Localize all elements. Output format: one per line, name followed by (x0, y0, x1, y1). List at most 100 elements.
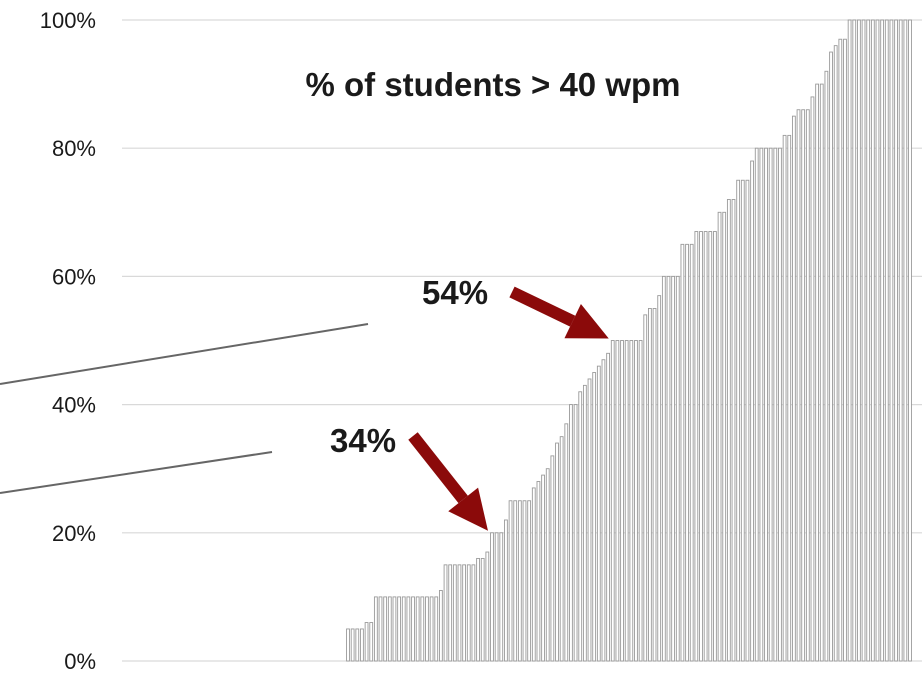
bar (536, 481, 541, 662)
bar (778, 147, 782, 662)
y-tick-label: 100% (40, 8, 96, 33)
y-tick-label: 20% (52, 521, 96, 546)
bar (615, 340, 620, 662)
bar (499, 532, 504, 662)
bar (894, 19, 898, 662)
bar (754, 147, 759, 662)
bar (378, 596, 383, 662)
bar (555, 442, 559, 662)
bar (726, 199, 731, 662)
bar (373, 596, 378, 662)
bar (824, 70, 829, 662)
bar (708, 231, 713, 662)
bar (541, 474, 545, 662)
y-tick-label: 40% (52, 393, 96, 418)
bar (833, 45, 838, 662)
bar (903, 19, 908, 662)
bar (392, 596, 397, 662)
bar (387, 596, 392, 662)
bar (908, 19, 912, 662)
bar (350, 628, 355, 662)
bar (791, 115, 796, 662)
bar (434, 596, 439, 662)
bar (610, 340, 615, 662)
bar (782, 134, 787, 662)
bar (889, 19, 894, 662)
bar (819, 83, 824, 662)
bar (838, 38, 843, 662)
bar (745, 179, 750, 662)
annotation-arrow-shaft (408, 432, 468, 504)
bar (364, 622, 369, 662)
bar (522, 500, 527, 662)
bar (694, 231, 699, 662)
bar (480, 557, 485, 662)
bar (764, 147, 768, 662)
bar (671, 275, 676, 662)
bar (657, 295, 662, 662)
bars (346, 19, 912, 662)
bar (406, 596, 411, 662)
bar (722, 211, 727, 662)
bar (462, 564, 467, 662)
bar (448, 564, 453, 662)
bar (652, 308, 657, 662)
bar (466, 564, 471, 662)
bar (666, 275, 671, 662)
bar (527, 500, 532, 662)
bar (360, 628, 364, 662)
bar (703, 231, 708, 662)
bar (699, 231, 703, 662)
bar (485, 551, 490, 662)
bar (476, 557, 480, 662)
bar (634, 340, 638, 662)
bar (796, 109, 801, 662)
bar (847, 19, 852, 662)
bar (587, 378, 592, 662)
bar (415, 596, 420, 662)
bar (815, 83, 819, 662)
chart-title: % of students > 40 wpm (306, 66, 681, 103)
connector-line-upper (0, 323, 369, 385)
bar (680, 243, 685, 662)
bar (411, 596, 415, 662)
y-tick-label: 80% (52, 136, 96, 161)
bar (596, 365, 601, 662)
bar (620, 340, 624, 662)
bar (861, 19, 866, 662)
bar (517, 500, 522, 662)
bar (592, 372, 597, 662)
bar (805, 109, 810, 662)
bar (875, 19, 880, 662)
bar (884, 19, 889, 662)
y-tick-label: 0% (64, 649, 96, 674)
bar (759, 147, 764, 662)
bar (564, 423, 569, 662)
bar (852, 19, 857, 662)
annotations: 34% 54% (330, 274, 609, 531)
bar (898, 19, 903, 662)
bar (397, 596, 401, 662)
bar (648, 308, 652, 662)
bar (843, 38, 847, 662)
bar (624, 340, 629, 662)
bar (439, 590, 443, 662)
bar (355, 628, 360, 662)
annotation-label: 54% (422, 274, 488, 311)
bar (810, 96, 815, 662)
bar (689, 243, 694, 662)
bar (675, 275, 680, 662)
bar (768, 147, 773, 662)
bar (494, 532, 499, 662)
y-tick-label: 60% (52, 264, 96, 289)
bar (513, 500, 518, 662)
bar (638, 340, 643, 662)
bar (401, 596, 406, 662)
bar (504, 519, 508, 662)
bar (443, 564, 448, 662)
bar (866, 19, 871, 662)
bar (545, 468, 550, 662)
bar (369, 622, 374, 662)
bar (452, 564, 457, 662)
bar (471, 564, 476, 662)
